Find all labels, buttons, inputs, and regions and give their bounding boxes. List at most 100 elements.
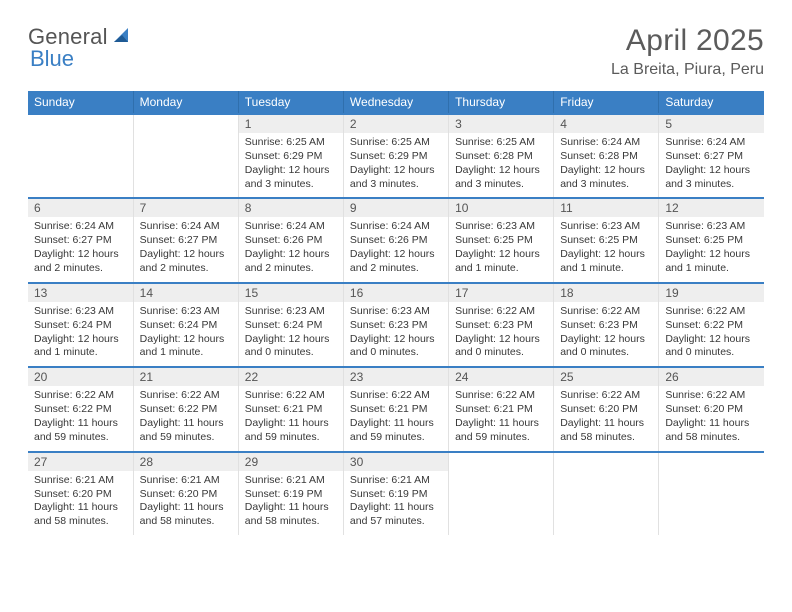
day-cell-details: Sunrise: 6:24 AMSunset: 6:27 PMDaylight:…: [133, 217, 238, 282]
calendar-table: Sunday Monday Tuesday Wednesday Thursday…: [28, 91, 764, 535]
day-cell-number: 22: [238, 367, 343, 386]
day-cell-details: Sunrise: 6:24 AMSunset: 6:26 PMDaylight:…: [238, 217, 343, 282]
day-details-text: Sunrise: 6:24 AMSunset: 6:26 PMDaylight:…: [344, 217, 448, 281]
day-number: 18: [554, 284, 658, 302]
calendar-week-details: Sunrise: 6:23 AMSunset: 6:24 PMDaylight:…: [28, 302, 764, 367]
day-number: 4: [554, 115, 658, 133]
day-number: 2: [344, 115, 448, 133]
day-number: 11: [554, 199, 658, 217]
day-details-text: Sunrise: 6:22 AMSunset: 6:20 PMDaylight:…: [659, 386, 764, 450]
day-number: 19: [659, 284, 764, 302]
day-number: 17: [449, 284, 553, 302]
day-cell-number: 15: [238, 283, 343, 302]
day-number: 24: [449, 368, 553, 386]
day-number: 14: [134, 284, 238, 302]
day-cell-number: 12: [659, 198, 764, 217]
day-cell-number: 14: [133, 283, 238, 302]
calendar-week-details: Sunrise: 6:21 AMSunset: 6:20 PMDaylight:…: [28, 471, 764, 535]
day-cell-details: Sunrise: 6:23 AMSunset: 6:25 PMDaylight:…: [659, 217, 764, 282]
day-cell-number: 3: [449, 114, 554, 133]
day-details-text: Sunrise: 6:24 AMSunset: 6:26 PMDaylight:…: [239, 217, 343, 281]
day-cell-details: Sunrise: 6:24 AMSunset: 6:28 PMDaylight:…: [554, 133, 659, 198]
weekday-header: Saturday: [659, 91, 764, 114]
day-cell-number: 27: [28, 452, 133, 471]
day-number: 1: [239, 115, 343, 133]
day-cell-number: 17: [449, 283, 554, 302]
day-cell-number: 1: [238, 114, 343, 133]
location-label: La Breita, Piura, Peru: [611, 61, 764, 79]
day-number: 27: [28, 453, 133, 471]
day-number: 23: [344, 368, 448, 386]
empty-cell: [28, 133, 133, 198]
day-cell-number: 25: [554, 367, 659, 386]
day-cell-number: 4: [554, 114, 659, 133]
day-number: 3: [449, 115, 553, 133]
day-details-text: Sunrise: 6:24 AMSunset: 6:27 PMDaylight:…: [659, 133, 764, 197]
day-details-text: Sunrise: 6:23 AMSunset: 6:23 PMDaylight:…: [344, 302, 448, 366]
day-cell-number: 13: [28, 283, 133, 302]
day-cell-number: 9: [343, 198, 448, 217]
day-cell-details: Sunrise: 6:25 AMSunset: 6:29 PMDaylight:…: [343, 133, 448, 198]
day-details-text: Sunrise: 6:21 AMSunset: 6:20 PMDaylight:…: [28, 471, 133, 535]
empty-cell: [133, 114, 238, 133]
day-number: 28: [134, 453, 238, 471]
day-cell-details: Sunrise: 6:22 AMSunset: 6:20 PMDaylight:…: [659, 386, 764, 451]
day-number: 6: [28, 199, 133, 217]
day-details-text: Sunrise: 6:22 AMSunset: 6:21 PMDaylight:…: [239, 386, 343, 450]
day-cell-number: 18: [554, 283, 659, 302]
day-details-text: Sunrise: 6:23 AMSunset: 6:25 PMDaylight:…: [554, 217, 658, 281]
day-details-text: Sunrise: 6:22 AMSunset: 6:23 PMDaylight:…: [554, 302, 658, 366]
day-details-text: Sunrise: 6:22 AMSunset: 6:22 PMDaylight:…: [134, 386, 238, 450]
day-number: 20: [28, 368, 133, 386]
day-details-text: Sunrise: 6:24 AMSunset: 6:27 PMDaylight:…: [134, 217, 238, 281]
day-cell-details: Sunrise: 6:24 AMSunset: 6:26 PMDaylight:…: [343, 217, 448, 282]
day-number: 7: [134, 199, 238, 217]
day-cell-number: 24: [449, 367, 554, 386]
day-cell-details: Sunrise: 6:25 AMSunset: 6:28 PMDaylight:…: [449, 133, 554, 198]
day-cell-details: Sunrise: 6:23 AMSunset: 6:24 PMDaylight:…: [238, 302, 343, 367]
day-cell-number: 30: [343, 452, 448, 471]
logo-sail-icon: [112, 26, 132, 49]
day-details-text: Sunrise: 6:22 AMSunset: 6:22 PMDaylight:…: [659, 302, 764, 366]
day-cell-details: Sunrise: 6:23 AMSunset: 6:24 PMDaylight:…: [28, 302, 133, 367]
day-cell-number: 28: [133, 452, 238, 471]
day-details-text: Sunrise: 6:22 AMSunset: 6:21 PMDaylight:…: [344, 386, 448, 450]
day-cell-details: Sunrise: 6:22 AMSunset: 6:21 PMDaylight:…: [449, 386, 554, 451]
calendar-page: General April 2025 La Breita, Piura, Per…: [0, 0, 792, 545]
day-number: 8: [239, 199, 343, 217]
weekday-header: Monday: [133, 91, 238, 114]
day-number: 13: [28, 284, 133, 302]
day-cell-details: Sunrise: 6:23 AMSunset: 6:23 PMDaylight:…: [343, 302, 448, 367]
day-number: 29: [239, 453, 343, 471]
day-details-text: Sunrise: 6:25 AMSunset: 6:28 PMDaylight:…: [449, 133, 553, 197]
day-cell-details: Sunrise: 6:22 AMSunset: 6:22 PMDaylight:…: [28, 386, 133, 451]
day-cell-number: 29: [238, 452, 343, 471]
day-number: 21: [134, 368, 238, 386]
empty-cell: [133, 133, 238, 198]
month-title: April 2025: [611, 24, 764, 58]
weekday-header: Tuesday: [238, 91, 343, 114]
day-cell-details: Sunrise: 6:22 AMSunset: 6:20 PMDaylight:…: [554, 386, 659, 451]
day-cell-details: Sunrise: 6:25 AMSunset: 6:29 PMDaylight:…: [238, 133, 343, 198]
day-cell-number: 16: [343, 283, 448, 302]
day-details-text: Sunrise: 6:21 AMSunset: 6:19 PMDaylight:…: [344, 471, 448, 535]
day-cell-details: Sunrise: 6:23 AMSunset: 6:25 PMDaylight:…: [554, 217, 659, 282]
day-number: 5: [659, 115, 764, 133]
day-cell-details: Sunrise: 6:21 AMSunset: 6:19 PMDaylight:…: [343, 471, 448, 535]
empty-cell: [449, 471, 554, 535]
day-cell-number: 5: [659, 114, 764, 133]
calendar-week-details: Sunrise: 6:24 AMSunset: 6:27 PMDaylight:…: [28, 217, 764, 282]
day-details-text: Sunrise: 6:25 AMSunset: 6:29 PMDaylight:…: [344, 133, 448, 197]
calendar-week-details: Sunrise: 6:22 AMSunset: 6:22 PMDaylight:…: [28, 386, 764, 451]
day-details-text: Sunrise: 6:21 AMSunset: 6:19 PMDaylight:…: [239, 471, 343, 535]
day-details-text: Sunrise: 6:22 AMSunset: 6:21 PMDaylight:…: [449, 386, 553, 450]
day-details-text: Sunrise: 6:23 AMSunset: 6:24 PMDaylight:…: [239, 302, 343, 366]
day-number: 30: [344, 453, 448, 471]
empty-cell: [554, 471, 659, 535]
day-number: 25: [554, 368, 658, 386]
calendar-week-numbers: 12345: [28, 114, 764, 133]
day-details-text: Sunrise: 6:22 AMSunset: 6:20 PMDaylight:…: [554, 386, 658, 450]
day-details-text: Sunrise: 6:23 AMSunset: 6:25 PMDaylight:…: [659, 217, 764, 281]
day-cell-number: 2: [343, 114, 448, 133]
day-cell-details: Sunrise: 6:21 AMSunset: 6:19 PMDaylight:…: [238, 471, 343, 535]
